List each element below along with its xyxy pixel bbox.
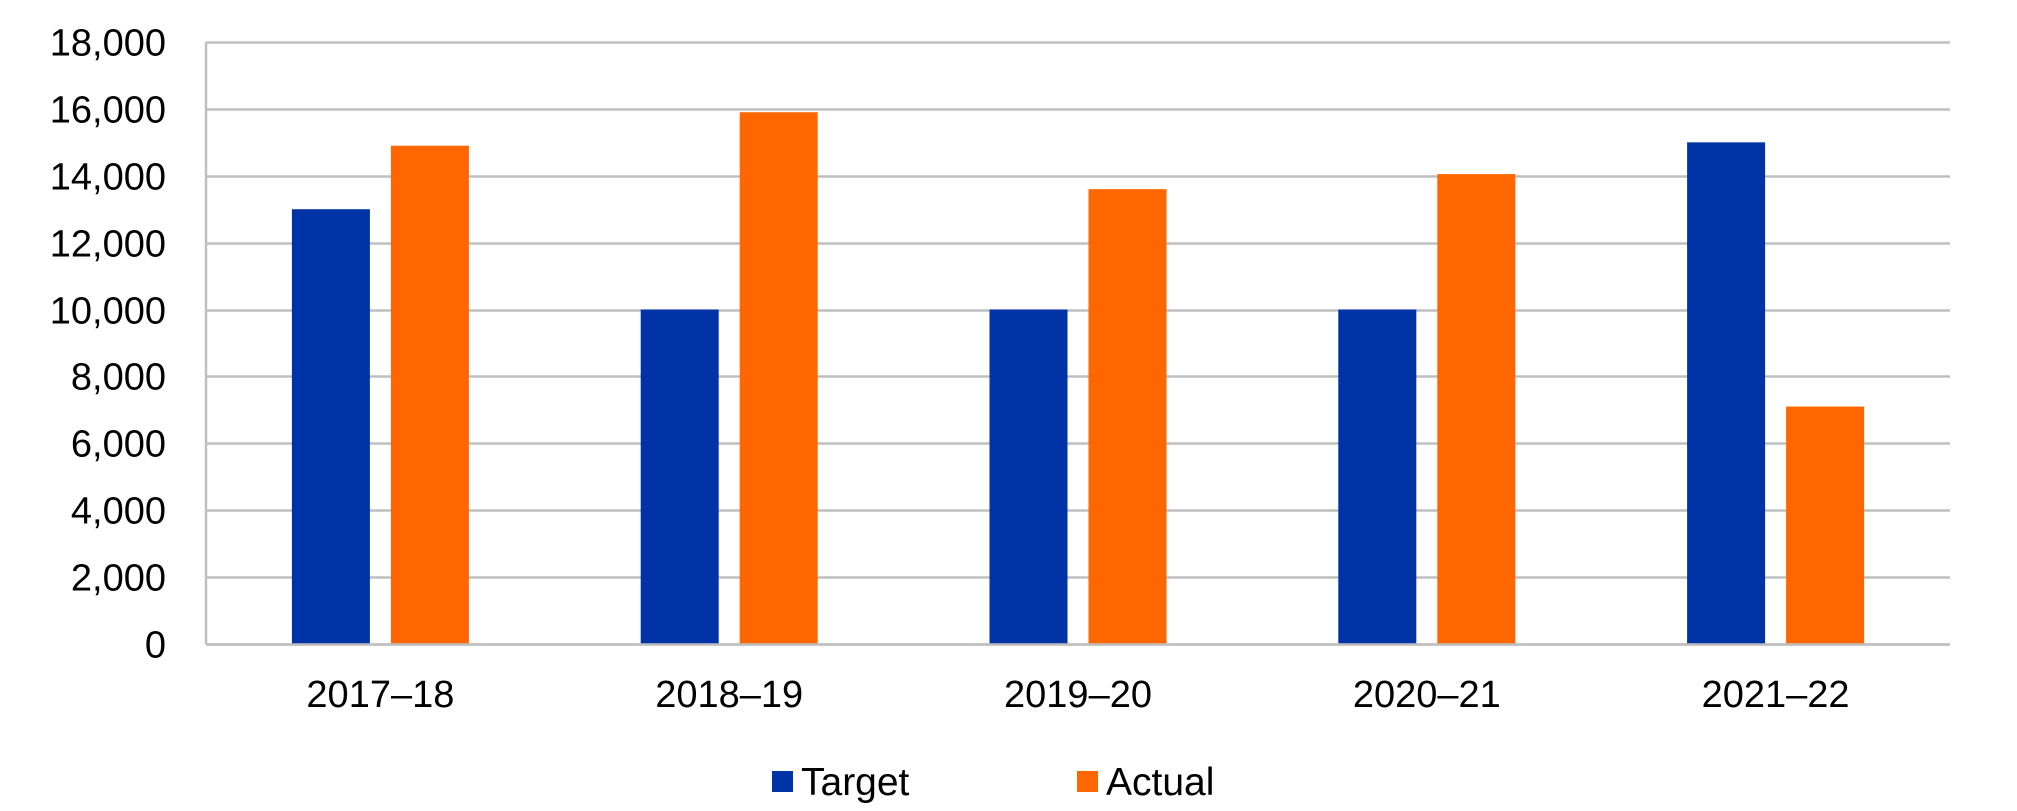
bars: [291, 112, 1865, 645]
y-tick-label: 6,000: [71, 424, 166, 466]
legend-swatch-actual: [1077, 771, 1098, 792]
y-tick-label: 10,000: [50, 291, 166, 333]
bar-target-2: [989, 309, 1068, 644]
x-tick-label: 2018–19: [655, 674, 803, 716]
gridlines: [206, 41, 1950, 646]
y-axis: 0 2,000 4,000 6,000 8,000 10,000 12,000 14,000 1…: [50, 23, 208, 667]
y-tick-label: 2,000: [71, 558, 166, 600]
x-tick-label: 2019–20: [1004, 674, 1152, 716]
y-tick-label: 14,000: [50, 157, 166, 199]
bar-target-0: [291, 209, 370, 644]
bar-actual-2: [1088, 189, 1167, 644]
x-tick-label: 2021–22: [1702, 674, 1850, 716]
legend-label-actual: Actual: [1106, 761, 1214, 804]
legend-swatch-target: [772, 771, 793, 792]
bar-actual-1: [739, 112, 818, 644]
y-tick-label: 12,000: [50, 224, 166, 266]
bar-actual-3: [1437, 174, 1516, 644]
y-tick-label: 18,000: [50, 23, 166, 65]
y-tick-label: 16,000: [50, 90, 166, 132]
y-tick-label: 4,000: [71, 491, 166, 533]
y-tick-label: 8,000: [71, 357, 166, 399]
legend-label-target: Target: [801, 761, 910, 804]
bar-actual-0: [390, 145, 469, 644]
x-tick-label: 2017–18: [306, 674, 454, 716]
bar-target-1: [640, 309, 719, 644]
bar-target-4: [1687, 142, 1766, 645]
bar-actual-4: [1786, 406, 1865, 644]
x-tick-label: 2020–21: [1353, 674, 1501, 716]
bar-target-3: [1338, 309, 1417, 644]
legend: Target Actual: [772, 761, 1214, 804]
x-axis: 2017–18 2018–19 2019–20 2020–21 2021–22: [206, 643, 1950, 716]
y-tick-label: 0: [145, 625, 166, 667]
